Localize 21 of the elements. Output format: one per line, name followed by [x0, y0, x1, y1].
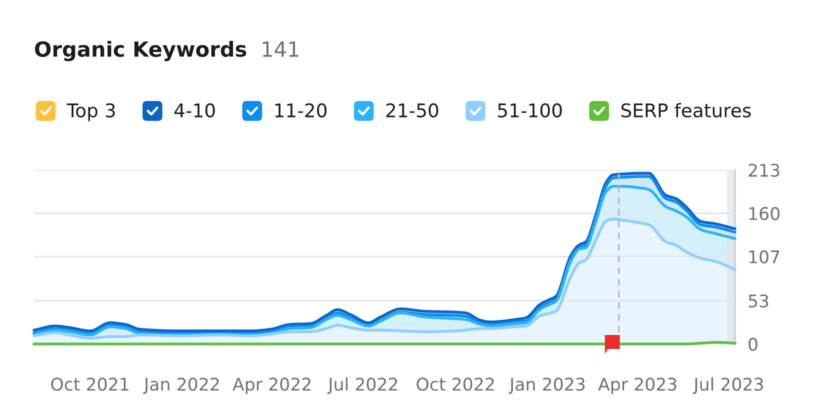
legend-label: Top 3 [66, 103, 115, 122]
x-tick-label: Apr 2023 [598, 378, 676, 394]
x-tick-label: Apr 2022 [232, 378, 310, 394]
x-tick-label: Jul 2022 [327, 377, 398, 394]
legend-label: SERP features [621, 102, 751, 118]
y-tick-label: 107 [749, 250, 780, 264]
legend-label: 11-20 [275, 103, 327, 118]
chart-subtitle: 141 [262, 42, 298, 57]
y-tick-label: 53 [748, 294, 768, 308]
x-tick-label: Jul 2023 [692, 377, 763, 394]
x-tick-label: Oct 2021 [51, 378, 128, 391]
x-tick-label: Jan 2022 [143, 378, 219, 394]
x-tick-label: Jan 2023 [508, 378, 585, 394]
legend-label: 51-100 [498, 103, 562, 118]
y-tick-label: 160 [749, 207, 780, 220]
legend-label: 21-50 [386, 103, 438, 118]
y-tick-label: 213 [748, 164, 780, 177]
chart-title: Organic Keywords [35, 40, 246, 62]
legend-label: 4-10 [174, 103, 215, 118]
y-tick-label: 0 [748, 338, 758, 351]
x-tick-label: Oct 2022 [416, 378, 494, 391]
